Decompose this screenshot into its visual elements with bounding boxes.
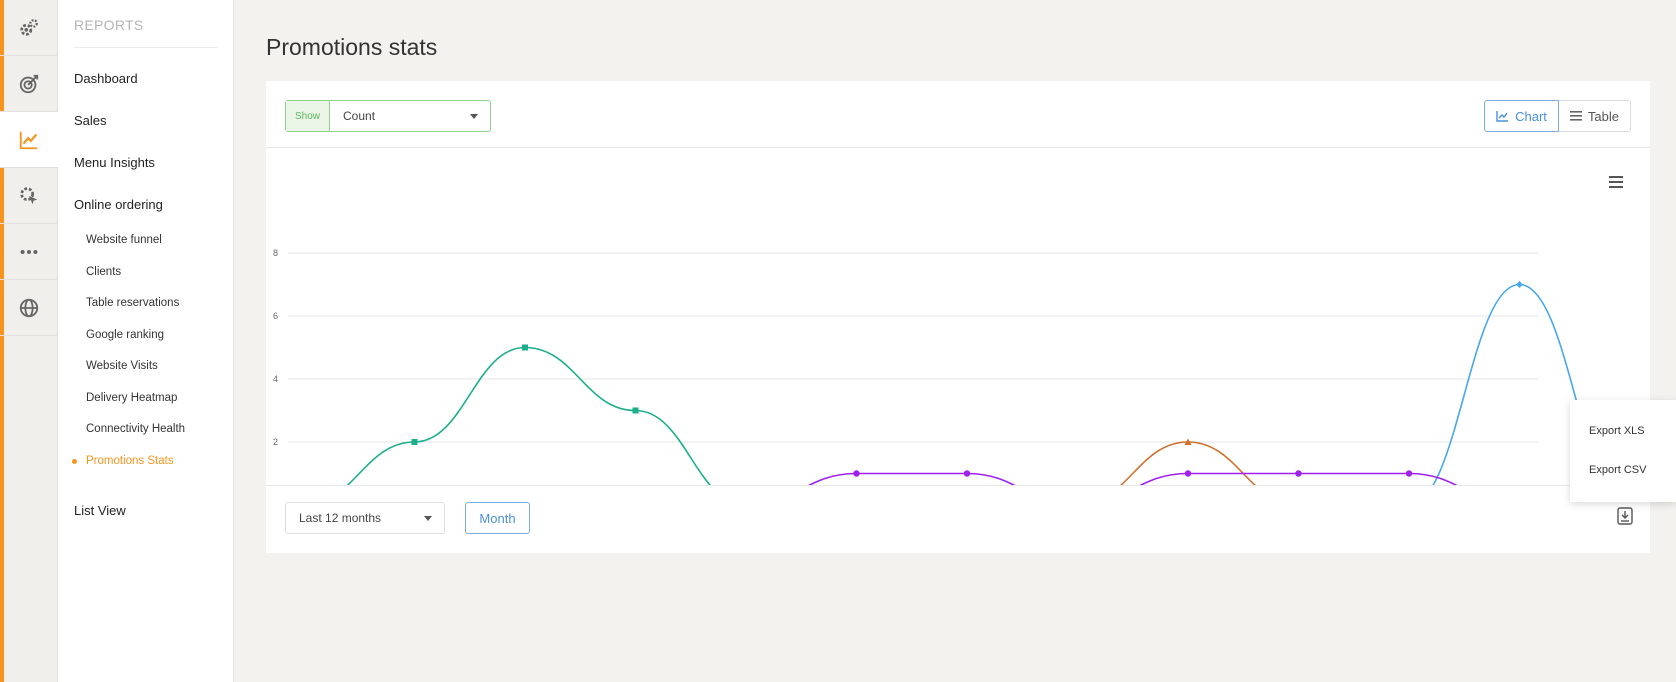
- sidebar-subitem-promotions-stats[interactable]: Promotions Stats: [86, 455, 174, 467]
- data-point: [963, 470, 971, 477]
- data-point: [1516, 281, 1523, 288]
- active-indicator-dot: [72, 459, 77, 464]
- sidebar-header: REPORTS: [74, 17, 144, 33]
- sidebar-subitem-connectivity-health[interactable]: Connectivity Health: [86, 423, 186, 435]
- export-csv-item[interactable]: Export CSV: [1589, 464, 1647, 476]
- chevron-down-icon: [424, 516, 432, 521]
- sidebar-subitem-google-ranking[interactable]: Google ranking: [86, 329, 164, 341]
- sidebar-subitem-website-visits[interactable]: Website Visits: [86, 360, 158, 372]
- line-chart-icon: [1496, 111, 1509, 122]
- chart-view-button[interactable]: Chart: [1484, 100, 1559, 132]
- table-view-label: Table: [1587, 108, 1619, 124]
- view-toggle: Chart Table: [1484, 100, 1631, 132]
- sidebar-divider: [74, 47, 218, 48]
- sidebar-item-online-ordering[interactable]: Online ordering: [74, 197, 163, 212]
- data-point: [632, 407, 639, 414]
- table-view-button[interactable]: Table: [1558, 100, 1631, 132]
- series-line: [346, 346, 712, 485]
- data-point: [411, 439, 418, 445]
- marketing-nav-button[interactable]: [0, 56, 58, 112]
- sidebar-subitem-table-reservations[interactable]: Table reservations: [86, 297, 180, 309]
- show-metric-select[interactable]: Show Count: [285, 100, 491, 132]
- y-tick-label: 4: [273, 374, 278, 384]
- metric-select[interactable]: Count: [330, 101, 490, 131]
- chart-view-label: Chart: [1515, 108, 1547, 124]
- sidebar-item-dashboard[interactable]: Dashboard: [74, 71, 138, 86]
- sidebar-subitem-delivery-heatmap[interactable]: Delivery Heatmap: [86, 392, 178, 404]
- globe-icon: [19, 298, 39, 317]
- reports-nav-button[interactable]: [0, 112, 58, 168]
- data-point: [1405, 470, 1413, 477]
- export-xls-item[interactable]: Export XLS: [1589, 425, 1645, 437]
- card-divider: [266, 485, 1650, 486]
- y-tick-label: 2: [273, 437, 278, 447]
- gears-icon: [20, 18, 38, 36]
- sidebar-item-list-view[interactable]: List View: [74, 503, 126, 518]
- month-granularity-button[interactable]: Month: [465, 502, 530, 534]
- download-icon[interactable]: [1617, 507, 1633, 525]
- date-range-value: Last 12 months: [299, 511, 382, 525]
- data-point: [1184, 470, 1192, 477]
- reports-sidebar: REPORTS Dashboard Sales Menu Insights On…: [58, 0, 234, 682]
- more-nav-button[interactable]: [0, 224, 58, 280]
- icon-bar: [0, 0, 58, 682]
- series-line: [1432, 283, 1607, 485]
- data-point: [1295, 470, 1302, 477]
- sidebar-item-sales[interactable]: Sales: [74, 113, 107, 128]
- gear-cursor-icon: [20, 186, 38, 204]
- settings-nav-button[interactable]: [0, 0, 58, 56]
- series-line: [1120, 441, 1256, 485]
- data-point: [522, 344, 528, 351]
- target-icon: [19, 74, 39, 93]
- chevron-down-icon: [470, 114, 478, 119]
- trend-chart-icon: [19, 131, 38, 149]
- export-menu: Export XLS Export CSV: [1570, 400, 1676, 502]
- tools-nav-button[interactable]: [0, 168, 58, 224]
- stats-card: Show Count Chart: [266, 81, 1650, 553]
- sidebar-subitem-clients[interactable]: Clients: [86, 266, 122, 278]
- y-tick-label: 6: [273, 311, 278, 321]
- page-title: Promotions stats: [266, 34, 438, 60]
- more-dots-icon: [20, 249, 38, 254]
- sidebar-item-menu-insights[interactable]: Menu Insights: [74, 155, 155, 170]
- list-icon: [1569, 111, 1582, 121]
- date-range-select[interactable]: Last 12 months: [285, 502, 445, 534]
- y-tick-label: 8: [273, 248, 278, 258]
- card-toolbar: Show Count Chart: [266, 81, 1650, 148]
- chart-menu-icon[interactable]: [1609, 176, 1623, 188]
- data-point: [1184, 438, 1192, 445]
- show-label: Show: [286, 101, 330, 131]
- icon-bar-accent: [0, 0, 4, 682]
- promotions-line-chart: 02468November 2022December 2022January 2…: [273, 248, 1607, 485]
- data-point: [853, 470, 860, 477]
- sidebar-subitem-website-funnel[interactable]: Website funnel: [86, 234, 162, 246]
- metric-select-value: Count: [343, 109, 376, 123]
- globe-nav-button[interactable]: [0, 280, 58, 336]
- main-content: Promotions stats Show Count Chart: [234, 0, 1676, 682]
